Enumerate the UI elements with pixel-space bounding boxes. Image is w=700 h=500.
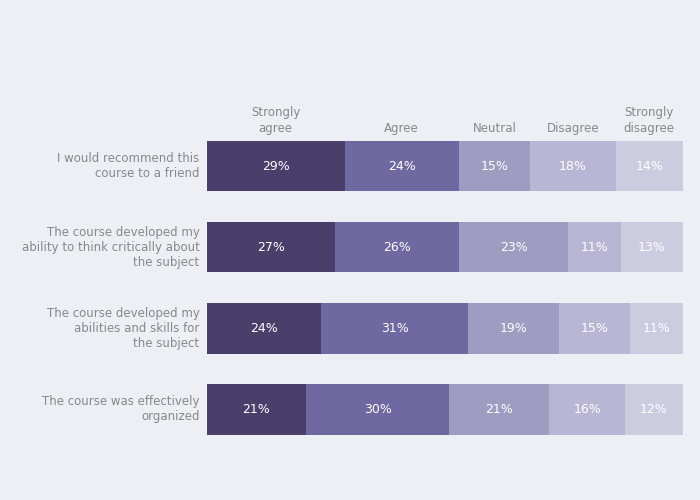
Text: 14%: 14%	[636, 160, 663, 172]
Bar	[630, 303, 682, 354]
Text: The course developed my
ability to think critically about
the subject: The course developed my ability to think…	[22, 226, 200, 269]
Text: 27%: 27%	[257, 241, 285, 254]
Text: 15%: 15%	[480, 160, 508, 172]
Text: 30%: 30%	[364, 403, 392, 416]
Text: 31%: 31%	[381, 322, 408, 335]
Text: 12%: 12%	[640, 403, 668, 416]
Text: 19%: 19%	[500, 322, 527, 335]
Bar	[335, 222, 459, 272]
Text: 16%: 16%	[573, 403, 601, 416]
Bar	[468, 303, 559, 354]
Text: 15%: 15%	[580, 322, 608, 335]
Text: 18%: 18%	[559, 160, 587, 172]
Bar	[616, 141, 682, 192]
Text: 24%: 24%	[388, 160, 416, 172]
Text: 24%: 24%	[250, 322, 277, 335]
Text: 21%: 21%	[485, 403, 513, 416]
Bar	[307, 384, 449, 434]
Bar	[206, 303, 321, 354]
Text: Strongly
disagree: Strongly disagree	[624, 106, 675, 134]
Bar	[458, 141, 530, 192]
Text: The course was effectively
organized: The course was effectively organized	[42, 396, 199, 423]
Bar	[568, 222, 621, 272]
Text: 26%: 26%	[383, 241, 411, 254]
Bar	[550, 384, 625, 434]
Text: 23%: 23%	[500, 241, 527, 254]
Bar	[206, 222, 335, 272]
Bar	[449, 384, 550, 434]
Bar	[344, 141, 458, 192]
Bar	[321, 303, 468, 354]
Text: Neutral: Neutral	[473, 122, 517, 134]
Bar	[559, 303, 630, 354]
Text: 11%: 11%	[643, 322, 670, 335]
Bar	[530, 141, 616, 192]
Text: 11%: 11%	[580, 241, 608, 254]
Text: Disagree: Disagree	[547, 122, 599, 134]
Bar	[621, 222, 682, 272]
Text: Strongly
agree: Strongly agree	[251, 106, 300, 134]
Text: 21%: 21%	[243, 403, 270, 416]
Bar	[458, 222, 568, 272]
Text: I would recommend this
course to a friend: I would recommend this course to a frien…	[57, 152, 199, 180]
Bar	[206, 141, 344, 192]
Text: The course developed my
abilities and skills for
the subject: The course developed my abilities and sk…	[47, 307, 199, 350]
Bar	[625, 384, 682, 434]
Text: 29%: 29%	[262, 160, 289, 172]
Text: 13%: 13%	[638, 241, 666, 254]
Text: Agree: Agree	[384, 122, 419, 134]
Bar	[206, 384, 307, 434]
